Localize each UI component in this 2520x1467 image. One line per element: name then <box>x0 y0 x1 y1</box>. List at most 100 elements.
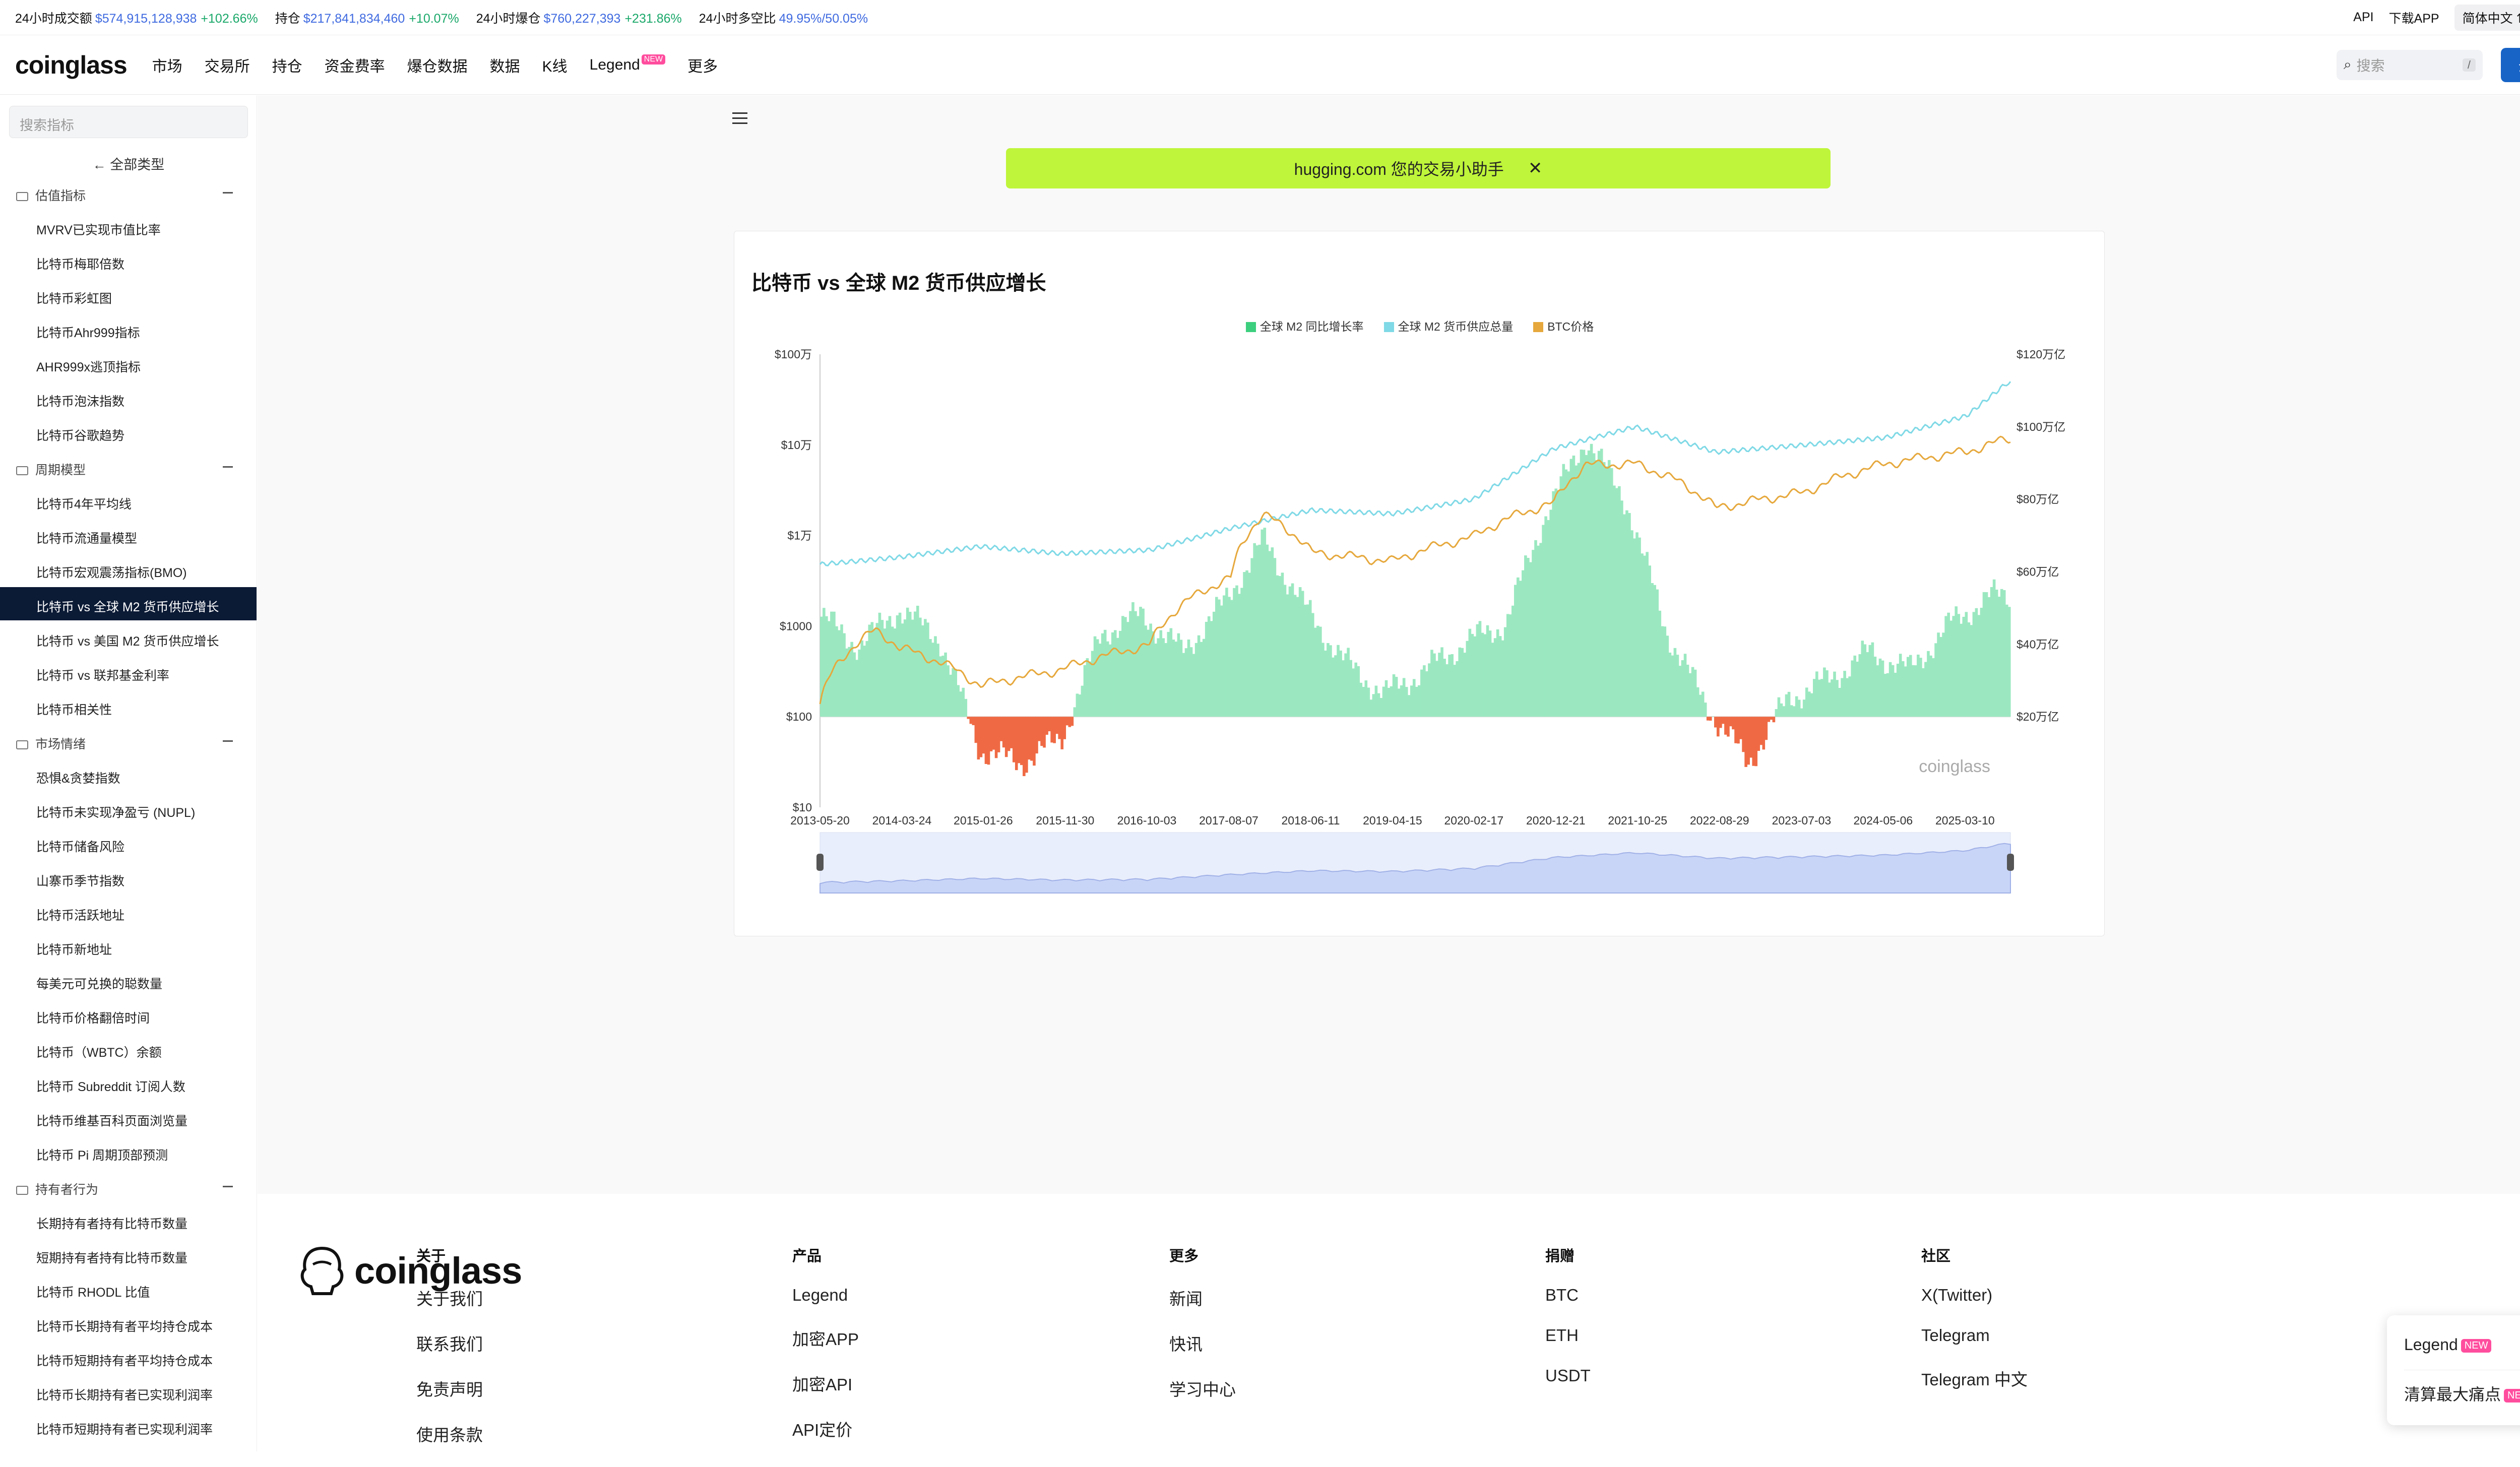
sidebar-item[interactable]: 比特币短期持有者平均持仓成本 <box>36 1354 213 1368</box>
bar-m2-growth[interactable] <box>1623 514 1626 717</box>
bar-m2-growth[interactable] <box>1200 642 1203 717</box>
bar-m2-growth-negative[interactable] <box>987 717 990 765</box>
bar-m2-growth[interactable] <box>1873 656 1877 717</box>
bar-m2-growth-negative[interactable] <box>1739 717 1742 739</box>
bar-m2-growth[interactable] <box>1506 614 1509 717</box>
bar-m2-growth[interactable] <box>1142 608 1145 717</box>
bar-m2-growth-negative[interactable] <box>1058 717 1061 739</box>
bar-m2-growth[interactable] <box>1258 544 1262 717</box>
bar-m2-growth[interactable] <box>1438 653 1441 717</box>
bar-m2-growth[interactable] <box>1379 697 1383 717</box>
bar-m2-growth[interactable] <box>924 619 927 717</box>
bar-m2-growth[interactable] <box>1367 687 1370 717</box>
bar-m2-growth[interactable] <box>1582 450 1586 717</box>
footer-link[interactable]: 快讯 <box>1169 1335 1203 1354</box>
bar-m2-growth-negative[interactable] <box>1023 717 1026 777</box>
bar-m2-growth[interactable] <box>1119 630 1122 717</box>
bar-m2-growth[interactable] <box>1390 686 1393 717</box>
bar-m2-growth-negative[interactable] <box>982 717 985 754</box>
bar-m2-growth-negative[interactable] <box>1060 717 1064 749</box>
bar-m2-growth[interactable] <box>1410 685 1413 717</box>
bar-m2-growth[interactable] <box>934 636 937 717</box>
bar-m2-growth[interactable] <box>1342 660 1345 717</box>
bar-m2-growth[interactable] <box>1511 605 1515 717</box>
bar-m2-growth[interactable] <box>1334 655 1337 717</box>
bar-m2-growth[interactable] <box>1139 607 1142 717</box>
bar-m2-growth[interactable] <box>1443 659 1446 717</box>
bar-m2-growth[interactable] <box>1359 682 1363 717</box>
bar-m2-growth[interactable] <box>1610 468 1613 717</box>
bar-m2-growth[interactable] <box>1904 666 1907 717</box>
sidebar-category[interactable]: 持有者行为 <box>16 1180 233 1198</box>
bar-m2-growth[interactable] <box>1329 645 1332 717</box>
bar-m2-growth-negative[interactable] <box>1706 717 1710 721</box>
bar-m2-growth[interactable] <box>1473 636 1477 717</box>
bar-m2-growth[interactable] <box>1522 570 1525 717</box>
bar-m2-growth[interactable] <box>1218 599 1221 717</box>
sidebar-item[interactable]: 比特币储备风险 <box>36 840 125 854</box>
bar-m2-growth[interactable] <box>1129 611 1132 717</box>
bar-m2-growth[interactable] <box>845 648 848 717</box>
bar-m2-growth[interactable] <box>1939 636 1942 717</box>
bar-m2-growth[interactable] <box>1496 629 1499 717</box>
bar-m2-growth[interactable] <box>1975 608 1978 717</box>
indicator-search-input[interactable]: 搜索指标 <box>9 106 248 138</box>
bar-m2-growth-negative[interactable] <box>969 717 973 724</box>
sidebar-item[interactable]: 山寨币季节指数 <box>36 874 125 888</box>
sidebar-item[interactable]: 比特币长期持有者已实现利润率 <box>36 1388 213 1402</box>
nav-more[interactable]: 更多 <box>687 58 718 75</box>
bar-m2-growth[interactable] <box>1182 653 1185 717</box>
bar-m2-growth[interactable] <box>908 612 912 717</box>
bar-m2-growth[interactable] <box>1628 513 1631 717</box>
bar-m2-growth[interactable] <box>1362 686 1365 717</box>
bar-m2-growth[interactable] <box>1549 509 1552 717</box>
bar-m2-growth[interactable] <box>1651 583 1654 717</box>
bar-m2-growth[interactable] <box>1324 650 1327 717</box>
bar-m2-growth[interactable] <box>1519 581 1522 717</box>
bar-m2-growth[interactable] <box>1486 625 1489 717</box>
bar-m2-growth[interactable] <box>1179 640 1183 717</box>
bar-m2-growth[interactable] <box>1197 635 1201 717</box>
bar-m2-growth[interactable] <box>1691 667 1694 717</box>
bar-m2-growth[interactable] <box>1192 654 1195 717</box>
bar-m2-growth[interactable] <box>926 622 929 717</box>
bar-m2-growth[interactable] <box>893 628 897 717</box>
bar-m2-growth[interactable] <box>1965 612 1968 717</box>
range-handle-right[interactable] <box>2007 854 2014 871</box>
bar-m2-growth-negative[interactable] <box>1770 717 1773 720</box>
bar-m2-growth[interactable] <box>1106 641 1109 717</box>
bar-m2-growth[interactable] <box>1245 570 1248 717</box>
bar-m2-growth[interactable] <box>1451 654 1454 717</box>
footer-link[interactable]: X(Twitter) <box>1921 1286 1993 1304</box>
bar-m2-growth[interactable] <box>1131 602 1135 717</box>
bar-m2-growth[interactable] <box>1615 488 1618 717</box>
bar-m2-growth[interactable] <box>1595 460 1598 717</box>
bar-m2-growth[interactable] <box>1805 687 1808 717</box>
bar-m2-growth[interactable] <box>1382 686 1385 717</box>
sidebar-item[interactable]: 比特币（WBTC）余额 <box>36 1046 162 1060</box>
bar-m2-growth[interactable] <box>1303 604 1307 717</box>
footer-link[interactable]: 新闻 <box>1169 1290 1203 1308</box>
bar-m2-growth[interactable] <box>1332 657 1335 717</box>
bar-m2-growth[interactable] <box>1276 575 1279 717</box>
bar-m2-growth[interactable] <box>1653 585 1657 717</box>
bar-m2-growth[interactable] <box>1415 686 1418 717</box>
bar-m2-growth-negative[interactable] <box>1757 717 1760 751</box>
bar-m2-growth[interactable] <box>916 605 919 717</box>
bar-m2-growth[interactable] <box>1572 456 1576 717</box>
bar-m2-growth[interactable] <box>1542 525 1545 717</box>
bar-m2-growth[interactable] <box>1818 679 1821 717</box>
bar-m2-growth[interactable] <box>1286 594 1289 717</box>
bar-m2-growth[interactable] <box>1392 674 1396 717</box>
bar-m2-growth[interactable] <box>1517 577 1520 717</box>
bar-m2-growth[interactable] <box>1701 691 1705 717</box>
bar-m2-growth[interactable] <box>1838 688 1841 717</box>
bar-m2-growth[interactable] <box>1503 627 1507 717</box>
bar-m2-growth[interactable] <box>1103 629 1107 717</box>
footer-logo[interactable]: coinglass <box>298 1244 522 1297</box>
bar-m2-growth[interactable] <box>833 611 836 717</box>
bar-m2-growth[interactable] <box>1656 589 1659 717</box>
bar-m2-growth[interactable] <box>1580 450 1583 717</box>
nav-legend[interactable]: Legend NEW <box>590 54 666 74</box>
bar-m2-growth[interactable] <box>911 619 914 717</box>
